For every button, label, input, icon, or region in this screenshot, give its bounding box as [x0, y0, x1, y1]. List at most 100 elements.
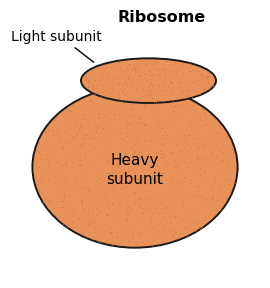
Point [184, 133, 188, 138]
Point [150, 95, 154, 100]
Point [57, 125, 62, 130]
Point [178, 85, 182, 90]
Point [108, 94, 112, 99]
Point [66, 222, 70, 227]
Point [225, 161, 229, 165]
Point [200, 107, 204, 111]
Point [137, 231, 141, 236]
Point [210, 197, 214, 201]
Point [200, 142, 204, 147]
Point [130, 236, 134, 240]
Point [217, 204, 221, 208]
Point [96, 181, 100, 185]
Point [45, 176, 50, 181]
Point [178, 80, 183, 84]
Point [153, 98, 157, 103]
Point [161, 238, 165, 243]
Point [164, 87, 168, 92]
Point [86, 211, 90, 216]
Point [176, 162, 180, 167]
Point [133, 199, 137, 204]
Point [137, 140, 142, 144]
Point [153, 168, 157, 173]
Point [74, 120, 78, 125]
Text: Light subunit: Light subunit [11, 30, 102, 44]
Point [191, 209, 195, 213]
Point [144, 79, 148, 84]
Point [41, 200, 45, 205]
Point [132, 97, 137, 102]
Point [116, 156, 120, 160]
Point [174, 71, 178, 76]
Point [114, 164, 119, 168]
Point [60, 186, 65, 190]
Point [97, 209, 102, 214]
Point [109, 93, 113, 97]
Point [52, 148, 57, 152]
Point [148, 92, 153, 97]
Point [206, 80, 211, 85]
Point [153, 205, 158, 210]
Point [80, 200, 84, 205]
Point [84, 133, 88, 137]
Point [112, 108, 117, 113]
Point [86, 77, 90, 82]
Point [212, 146, 217, 151]
Point [173, 103, 177, 108]
Point [148, 58, 153, 63]
Point [129, 146, 133, 151]
Point [175, 67, 179, 72]
Point [141, 175, 145, 179]
Point [89, 84, 94, 88]
Point [70, 159, 74, 164]
Point [99, 179, 104, 183]
Point [86, 85, 91, 89]
Point [162, 141, 166, 146]
Point [79, 198, 83, 203]
Point [67, 109, 71, 113]
Point [133, 68, 137, 73]
Point [112, 117, 116, 121]
Point [110, 202, 114, 207]
Point [102, 193, 107, 198]
Point [129, 102, 133, 106]
Point [141, 211, 145, 216]
Point [208, 84, 212, 89]
Point [104, 63, 109, 67]
Point [164, 157, 168, 162]
Point [71, 206, 75, 210]
Point [178, 218, 182, 222]
Point [210, 188, 214, 193]
Point [140, 159, 145, 163]
Point [79, 158, 83, 162]
Point [198, 227, 202, 231]
Point [131, 65, 136, 69]
Point [133, 113, 137, 117]
Point [75, 131, 80, 136]
Point [213, 138, 217, 143]
Point [123, 92, 127, 97]
Point [130, 152, 135, 157]
Point [154, 156, 159, 160]
Point [148, 207, 152, 211]
Point [196, 194, 200, 198]
Point [106, 143, 110, 148]
Point [127, 194, 131, 198]
Point [123, 139, 127, 143]
Point [71, 225, 75, 230]
Point [103, 195, 107, 200]
Point [161, 68, 165, 72]
Point [120, 181, 124, 185]
Point [111, 94, 115, 98]
Point [83, 113, 87, 118]
Point [94, 82, 98, 87]
Point [120, 82, 124, 87]
Point [211, 82, 215, 87]
Point [107, 156, 111, 161]
Point [146, 58, 151, 62]
Point [126, 62, 131, 66]
Point [105, 62, 109, 66]
Point [124, 105, 129, 109]
Point [60, 216, 65, 221]
Point [118, 67, 123, 72]
